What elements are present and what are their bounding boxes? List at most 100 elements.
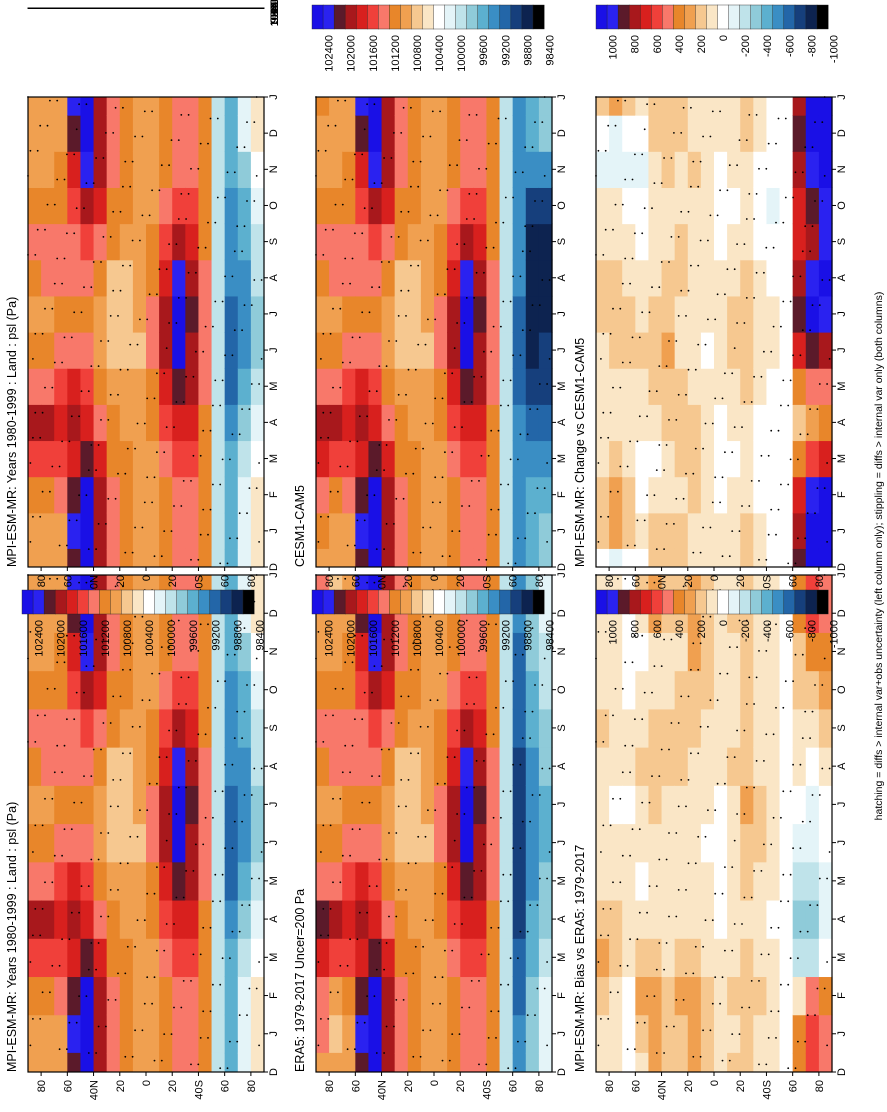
stipple-dot (374, 494, 376, 496)
stipple-dot (190, 168, 192, 170)
heatmap-cell (648, 477, 662, 514)
heatmap-cell (133, 549, 147, 567)
stipple-dot (127, 448, 129, 450)
heatmap-cell (596, 477, 610, 514)
heatmap-cell (648, 115, 662, 152)
stipple-dot (510, 957, 512, 959)
stipple-dot (661, 749, 663, 751)
colorbar-swatch (367, 590, 378, 614)
heatmap-cell (513, 187, 527, 224)
stipple-dot (444, 950, 446, 952)
stipple-dot (120, 211, 122, 213)
stipple-dot (251, 304, 253, 306)
heatmap-cell (526, 1015, 540, 1054)
stipple-dot (817, 408, 819, 410)
stipple-dot (249, 408, 251, 410)
x-tick-label: J (268, 311, 280, 317)
stipple-dot (64, 179, 66, 181)
stipple-dot (318, 150, 320, 152)
heatmap-cell (609, 862, 623, 901)
stipple-dot (814, 1014, 816, 1016)
stipple-dot (374, 182, 376, 184)
heatmap-cell (766, 862, 780, 901)
stipple-dot (425, 836, 427, 838)
stipple-dot (807, 931, 809, 933)
stipple-dot (605, 715, 607, 717)
x-tick-label: M (836, 953, 848, 962)
stipple-dot (76, 1022, 78, 1024)
heatmap-cell (94, 440, 108, 477)
heatmap-cell (185, 368, 199, 405)
stipple-dot (680, 779, 682, 781)
heatmap-cell (355, 785, 369, 824)
stipple-dot (685, 973, 687, 975)
colorbar-swatch (445, 5, 456, 29)
stipple-dot (792, 197, 794, 199)
stipple-dot (722, 893, 724, 895)
heatmap-cell (513, 404, 527, 441)
y-tick-label: 0 (709, 1080, 721, 1086)
heatmap-cell (434, 513, 448, 550)
heatmap-cell (819, 1053, 833, 1072)
stipple-dot (425, 423, 427, 425)
colorbar-swatch (673, 5, 684, 29)
heatmap-cell (766, 747, 780, 786)
heatmap-cell (342, 671, 356, 710)
heatmap-cell (133, 187, 147, 224)
stipple-dot (193, 870, 195, 872)
stipple-dot (673, 1026, 675, 1028)
stipple-dot (64, 337, 66, 339)
stipple-dot (532, 146, 534, 148)
stipple-dot (44, 229, 46, 231)
heatmap-cell (67, 440, 81, 477)
heatmap-cell (238, 824, 252, 863)
stipple-dot (219, 900, 221, 902)
stipple-dot (826, 462, 828, 464)
heatmap-cell (609, 747, 623, 786)
heatmap-cell (486, 260, 500, 297)
heatmap-cell (67, 862, 81, 901)
stipple-dot (654, 182, 656, 184)
x-tick-label: J (556, 94, 568, 100)
heatmap-cell (460, 115, 474, 152)
heatmap-cell (198, 368, 212, 405)
stipple-dot (59, 545, 61, 547)
heatmap-cell (701, 671, 715, 710)
heatmap-cell (662, 187, 676, 224)
heatmap-cell (434, 900, 448, 939)
x-tick-label: J (268, 347, 280, 353)
heatmap-cell (539, 938, 553, 977)
heatmap-cell (688, 151, 702, 188)
heatmap-cell (172, 151, 186, 188)
heatmap-cell (355, 440, 369, 477)
colorbar-swatch (500, 590, 511, 614)
stipple-dot (239, 1014, 241, 1016)
stipple-dot (792, 847, 794, 849)
y-tick-label: 80 (36, 575, 48, 587)
heatmap-cell (395, 332, 409, 369)
y-tick-label: 60 (508, 1080, 520, 1092)
stipple-dot (371, 692, 373, 694)
stipple-dot (412, 473, 414, 475)
heatmap-cell (635, 1053, 649, 1072)
stipple-dot (478, 168, 480, 170)
heatmap-cell (688, 224, 702, 261)
heatmap-cell (342, 404, 356, 441)
heatmap-cell (766, 440, 780, 477)
stipple-dot (71, 828, 73, 830)
heatmap-cell (486, 332, 500, 369)
heatmap-cell (609, 938, 623, 977)
stipple-dot (485, 733, 487, 735)
colorbar-label: 100400 (434, 620, 446, 657)
stipple-dot (332, 715, 334, 717)
heatmap-cell (714, 1015, 728, 1054)
heatmap-cell (793, 477, 807, 514)
heatmap-cell (740, 513, 754, 550)
x-tick-label: J (556, 572, 568, 578)
stipple-dot (529, 821, 531, 823)
colorbar-label: 102400 (34, 620, 46, 657)
heatmap-cell (622, 513, 636, 550)
heatmap-cell (806, 549, 820, 567)
colorbar-swatch (489, 590, 500, 614)
stipple-dot (692, 1056, 694, 1058)
